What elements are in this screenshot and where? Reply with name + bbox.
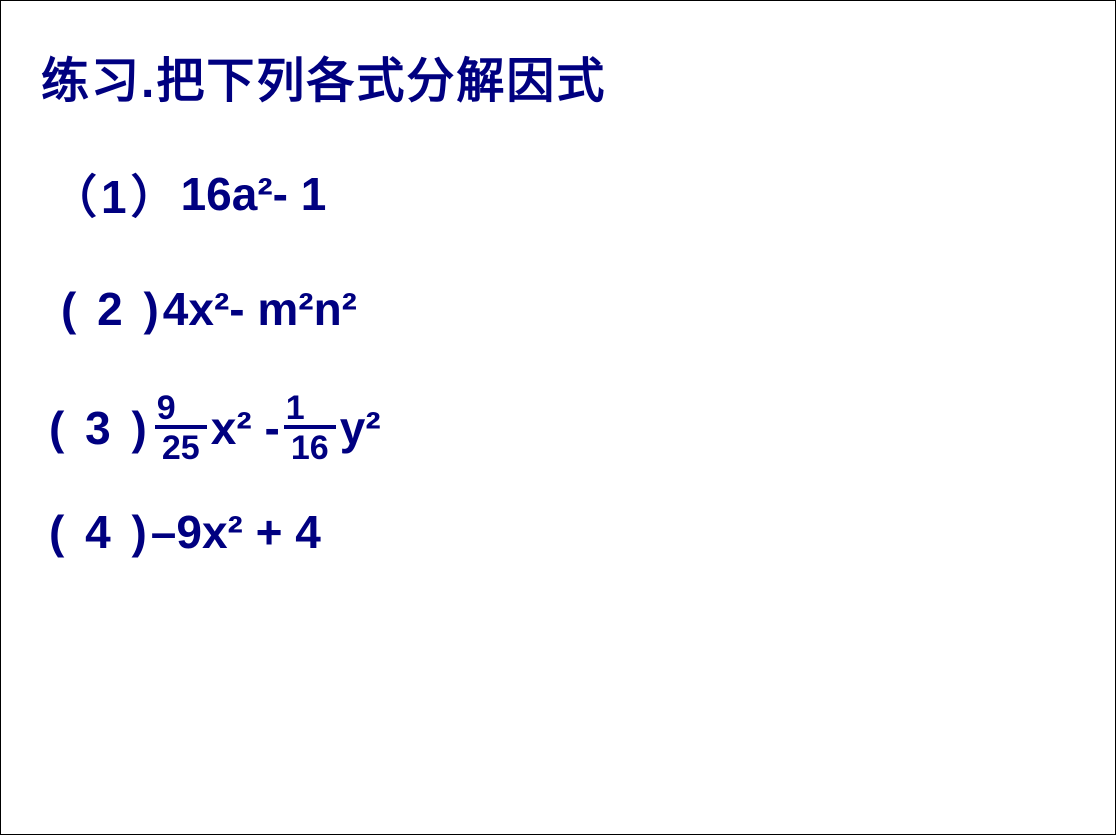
problem-3-expression: 9 25 x² - 1 16 y² <box>151 391 381 465</box>
fraction-numerator: 9 <box>155 391 207 429</box>
problem-3-mid1: x² - <box>211 401 280 455</box>
problem-2-label: ( 2 ) <box>61 282 163 336</box>
fraction-numerator: 1 <box>284 391 336 429</box>
problem-2: ( 2 ) 4x²- m²n² <box>61 282 1075 336</box>
problem-2-expression: 4x²- m²n² <box>163 282 357 336</box>
problem-4: ( 4 ) –9x² + 4 <box>49 505 1075 559</box>
fraction-9-25: 9 25 <box>155 391 207 465</box>
slide-content: 练习.把下列各式分解因式 （1） 16a²- 1 ( 2 ) 4x²- m²n²… <box>1 1 1115 559</box>
fraction-denominator: 16 <box>289 429 331 465</box>
problem-4-expression: –9x² + 4 <box>151 505 321 559</box>
problem-1: （1） 16a²- 1 <box>51 161 1075 227</box>
fraction-1-16: 1 16 <box>284 391 336 465</box>
problem-3-label: ( 3 ) <box>49 401 151 455</box>
exercise-title: 练习.把下列各式分解因式 <box>41 41 1075 111</box>
problem-1-expression: 16a²- 1 <box>181 167 327 221</box>
problem-1-label: （1） <box>51 161 181 227</box>
problem-3-mid2: y² <box>340 401 381 455</box>
problem-4-label: ( 4 ) <box>49 505 151 559</box>
problem-3: ( 3 ) 9 25 x² - 1 16 y² <box>49 391 1075 465</box>
fraction-denominator: 25 <box>160 429 202 465</box>
